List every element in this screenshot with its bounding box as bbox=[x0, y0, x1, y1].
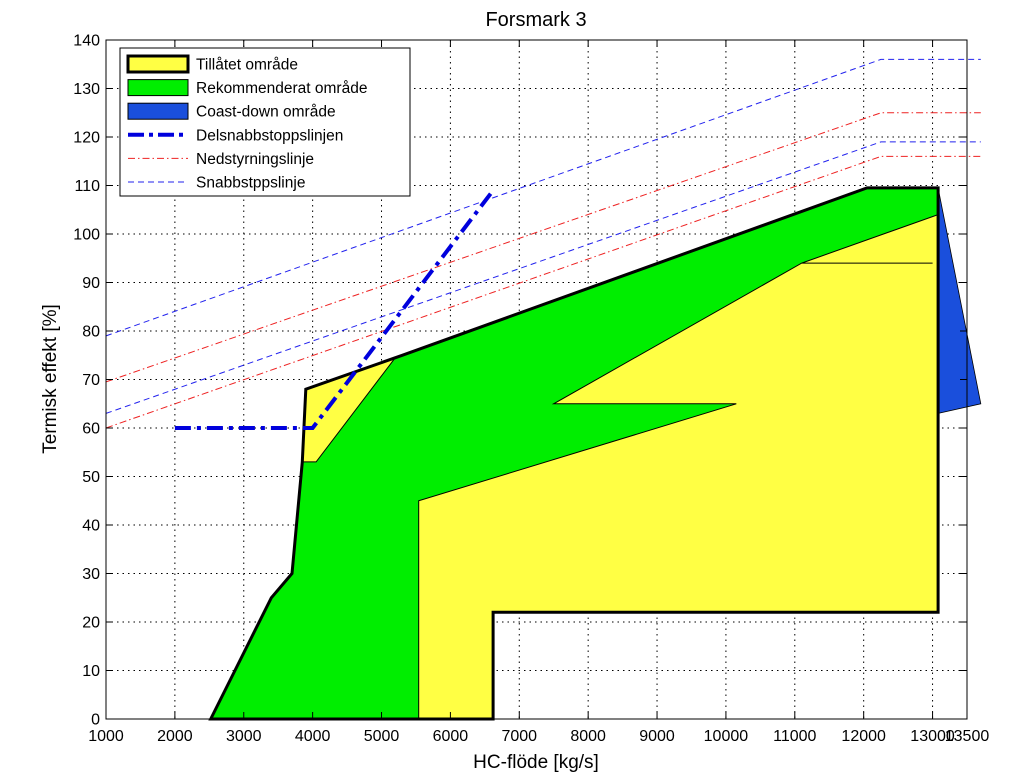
y-tick-label: 90 bbox=[82, 275, 100, 292]
x-tick-label: 4000 bbox=[295, 728, 331, 745]
legend: Tillåtet område Rekommenderat område Coast… bbox=[119, 47, 411, 197]
legend-label: Nedstyrningslinje bbox=[196, 151, 314, 168]
x-tick-label: 2000 bbox=[157, 728, 193, 745]
y-tick-label: 120 bbox=[73, 130, 100, 147]
y-tick-label: 70 bbox=[82, 372, 100, 389]
x-tick-label: 8000 bbox=[570, 728, 606, 745]
series-layer bbox=[105, 58, 982, 721]
legend-swatch bbox=[127, 79, 189, 97]
y-tick-label: 0 bbox=[91, 712, 100, 729]
x-tick-label: 9000 bbox=[639, 728, 675, 745]
y-tick-label: 50 bbox=[82, 469, 100, 486]
legend-label: Rekommenderat område bbox=[196, 80, 367, 97]
x-axis-label: HC-flöde [kg/s] bbox=[473, 752, 599, 773]
y-tick-labels: 0 10 20 30 40 50 60 70 80 90 100 110 120 130 140 bbox=[73, 33, 100, 729]
y-tick-label: 130 bbox=[73, 81, 100, 98]
y-axis-label: Termisk effekt [%] bbox=[40, 304, 61, 454]
x-tick-labels: 1000 2000 3000 4000 5000 6000 7000 8000 9000 1000… bbox=[88, 728, 989, 745]
x-tick-label: 13500 bbox=[945, 728, 990, 745]
x-tick-label: 10000 bbox=[704, 728, 749, 745]
x-tick-label: 1000 bbox=[88, 728, 124, 745]
legend-label: Snabbstppslinje bbox=[196, 175, 305, 192]
y-tick-label: 60 bbox=[82, 421, 100, 438]
legend-swatch bbox=[126, 54, 190, 74]
x-tick-label: 7000 bbox=[501, 728, 537, 745]
y-tick-label: 10 bbox=[82, 663, 100, 680]
partial-scram-line bbox=[174, 189, 495, 430]
x-tick-label: 13000 bbox=[910, 728, 955, 745]
scram-line bbox=[105, 141, 981, 414]
y-tick-label: 40 bbox=[82, 518, 100, 535]
x-tick-label: 12000 bbox=[841, 728, 886, 745]
y-tick-label: 20 bbox=[82, 615, 100, 632]
x-tick-label: 3000 bbox=[226, 728, 262, 745]
y-tick-label: 100 bbox=[73, 227, 100, 244]
rundown-line bbox=[105, 112, 981, 383]
tick-marks bbox=[105, 39, 968, 720]
x-tick-label: 11000 bbox=[773, 728, 816, 745]
legend-label: Coast-down område bbox=[196, 104, 336, 121]
scram-line bbox=[105, 58, 981, 337]
chart-title: Forsmark 3 bbox=[485, 9, 586, 31]
y-tick-label: 30 bbox=[82, 566, 100, 583]
y-tick-label: 80 bbox=[82, 324, 100, 341]
y-tick-label: 110 bbox=[74, 178, 100, 195]
x-tick-label: 5000 bbox=[364, 728, 400, 745]
legend-label: Tillåtet område bbox=[196, 57, 298, 74]
legend-swatch bbox=[127, 102, 189, 120]
rundown-line bbox=[105, 155, 981, 429]
x-tick-label: 6000 bbox=[433, 728, 469, 745]
legend-label: Delsnabbstoppslinjen bbox=[196, 127, 343, 144]
y-tick-label: 140 bbox=[73, 33, 100, 50]
